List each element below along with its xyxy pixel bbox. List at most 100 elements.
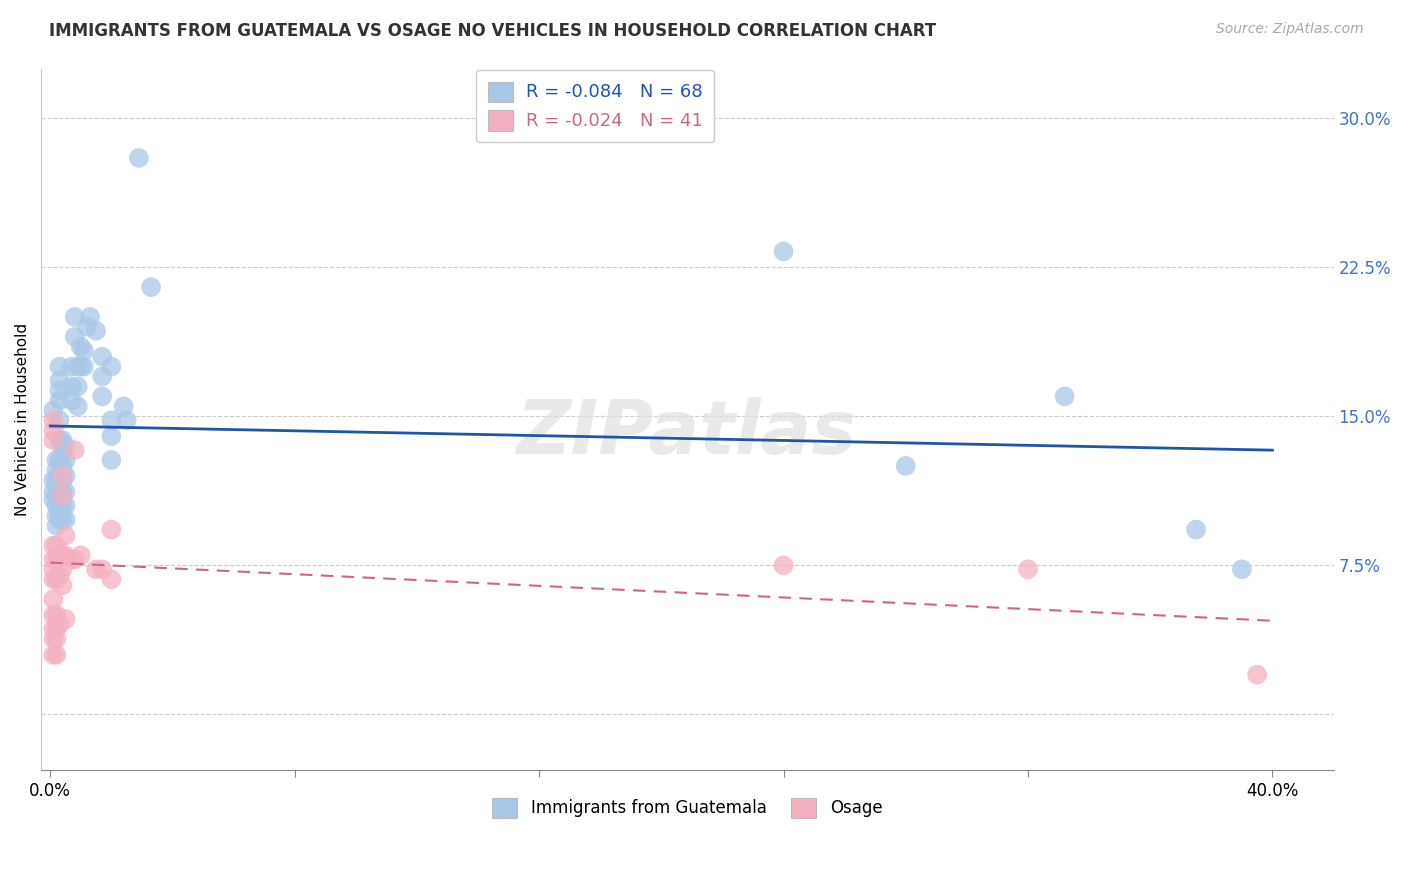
Point	[42, 632, 65, 646]
Point	[42, 592, 65, 607]
Point	[73, 359, 96, 374]
Point	[51, 433, 73, 447]
Point	[69, 549, 91, 563]
Point	[69, 359, 91, 374]
Point	[45, 632, 67, 646]
Point	[48, 479, 70, 493]
Point	[76, 319, 98, 334]
Point	[91, 350, 114, 364]
Point	[51, 489, 73, 503]
Point	[55, 499, 77, 513]
Point	[45, 607, 67, 622]
Point	[45, 518, 67, 533]
Point	[63, 552, 86, 566]
Point	[1230, 562, 1253, 576]
Point	[42, 572, 65, 586]
Point	[48, 469, 70, 483]
Point	[69, 340, 91, 354]
Point	[42, 423, 65, 437]
Point	[48, 413, 70, 427]
Point	[45, 552, 67, 566]
Point	[66, 400, 89, 414]
Point	[55, 484, 77, 499]
Point	[115, 413, 138, 427]
Point	[55, 549, 77, 563]
Point	[51, 562, 73, 576]
Point	[48, 513, 70, 527]
Point	[42, 607, 65, 622]
Point	[63, 330, 86, 344]
Point	[55, 513, 77, 527]
Point	[42, 622, 65, 636]
Point	[48, 453, 70, 467]
Point	[51, 458, 73, 473]
Point	[1246, 667, 1268, 681]
Point	[51, 445, 73, 459]
Point	[48, 433, 70, 447]
Point	[66, 379, 89, 393]
Point	[91, 389, 114, 403]
Point	[45, 473, 67, 487]
Point	[42, 433, 65, 447]
Point	[79, 310, 101, 324]
Point	[45, 622, 67, 636]
Point	[772, 558, 794, 573]
Point	[63, 443, 86, 458]
Point	[48, 505, 70, 519]
Point	[1017, 562, 1039, 576]
Text: IMMIGRANTS FROM GUATEMALA VS OSAGE NO VEHICLES IN HOUSEHOLD CORRELATION CHART: IMMIGRANTS FROM GUATEMALA VS OSAGE NO VE…	[49, 22, 936, 40]
Point	[51, 578, 73, 592]
Point	[139, 280, 162, 294]
Point	[60, 552, 83, 566]
Point	[91, 369, 114, 384]
Point	[128, 151, 150, 165]
Point	[60, 359, 83, 374]
Point	[45, 572, 67, 586]
Point	[100, 523, 122, 537]
Point	[772, 244, 794, 259]
Point	[112, 400, 135, 414]
Point	[100, 453, 122, 467]
Point	[42, 413, 65, 427]
Point	[48, 618, 70, 632]
Point	[84, 562, 107, 576]
Point	[45, 463, 67, 477]
Point	[100, 413, 122, 427]
Point	[48, 568, 70, 582]
Point	[45, 499, 67, 513]
Point	[51, 469, 73, 483]
Point	[42, 492, 65, 507]
Point	[45, 538, 67, 552]
Point	[1053, 389, 1076, 403]
Point	[51, 473, 73, 487]
Point	[51, 484, 73, 499]
Text: ZIPatlas: ZIPatlas	[517, 397, 858, 470]
Point	[55, 612, 77, 626]
Point	[51, 499, 73, 513]
Point	[48, 359, 70, 374]
Legend: Immigrants from Guatemala, Osage: Immigrants from Guatemala, Osage	[485, 791, 889, 825]
Point	[48, 384, 70, 398]
Point	[42, 562, 65, 576]
Point	[51, 513, 73, 527]
Point	[45, 453, 67, 467]
Point	[45, 479, 67, 493]
Point	[66, 359, 89, 374]
Point	[48, 492, 70, 507]
Point	[63, 310, 86, 324]
Point	[84, 324, 107, 338]
Point	[42, 484, 65, 499]
Point	[42, 538, 65, 552]
Point	[42, 552, 65, 566]
Point	[91, 562, 114, 576]
Point	[45, 508, 67, 523]
Point	[42, 648, 65, 662]
Point	[42, 403, 65, 417]
Point	[42, 473, 65, 487]
Point	[45, 489, 67, 503]
Y-axis label: No Vehicles in Household: No Vehicles in Household	[15, 323, 30, 516]
Point	[55, 439, 77, 453]
Point	[100, 429, 122, 443]
Point	[100, 572, 122, 586]
Point	[1185, 523, 1208, 537]
